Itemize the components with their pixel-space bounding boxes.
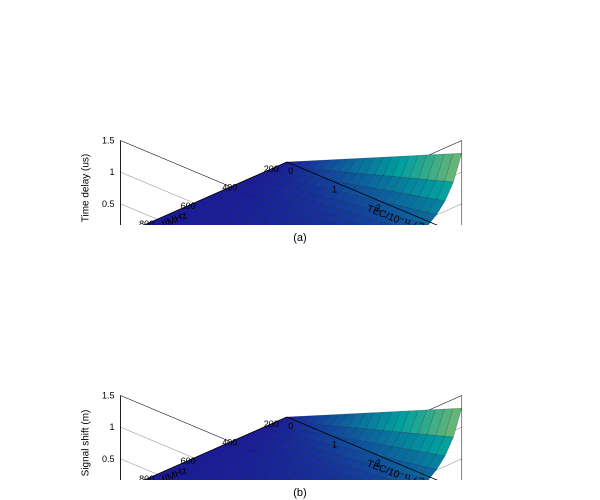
svg-text:0: 0: [288, 166, 293, 176]
svg-text:0.5: 0.5: [102, 199, 115, 209]
svg-text:400: 400: [222, 182, 237, 192]
figure-container: 01234TEC/10⁻¹¹ (cm⁻²)2004006008001000f/M…: [0, 0, 600, 500]
svg-text:600: 600: [181, 201, 196, 211]
svg-text:200: 200: [264, 419, 279, 429]
svg-text:1.5: 1.5: [102, 136, 115, 146]
svg-text:600: 600: [181, 456, 196, 466]
svg-text:1: 1: [110, 167, 115, 177]
svg-text:1: 1: [332, 184, 337, 194]
caption-b: (b): [0, 487, 600, 499]
svg-text:0: 0: [288, 421, 293, 431]
caption-a: (a): [0, 232, 600, 244]
z-axis-label: Time delay (us): [81, 154, 92, 223]
svg-text:400: 400: [222, 437, 237, 447]
surface-plot-b: 01234TEC/10⁻¹¹ (cm⁻²)2004006008001000f/M…: [80, 270, 520, 480]
panel-a: 01234TEC/10⁻¹¹ (cm⁻²)2004006008001000f/M…: [80, 15, 520, 225]
svg-text:1: 1: [332, 439, 337, 449]
surface-plot-a: 01234TEC/10⁻¹¹ (cm⁻²)2004006008001000f/M…: [80, 15, 520, 225]
svg-text:1: 1: [110, 422, 115, 432]
svg-text:0.5: 0.5: [102, 454, 115, 464]
panel-b: 01234TEC/10⁻¹¹ (cm⁻²)2004006008001000f/M…: [80, 270, 520, 480]
svg-text:200: 200: [264, 164, 279, 174]
z-axis-label: Signal shift (m): [81, 410, 92, 477]
svg-text:800: 800: [139, 474, 154, 480]
svg-text:800: 800: [139, 219, 154, 225]
svg-text:1.5: 1.5: [102, 391, 115, 401]
